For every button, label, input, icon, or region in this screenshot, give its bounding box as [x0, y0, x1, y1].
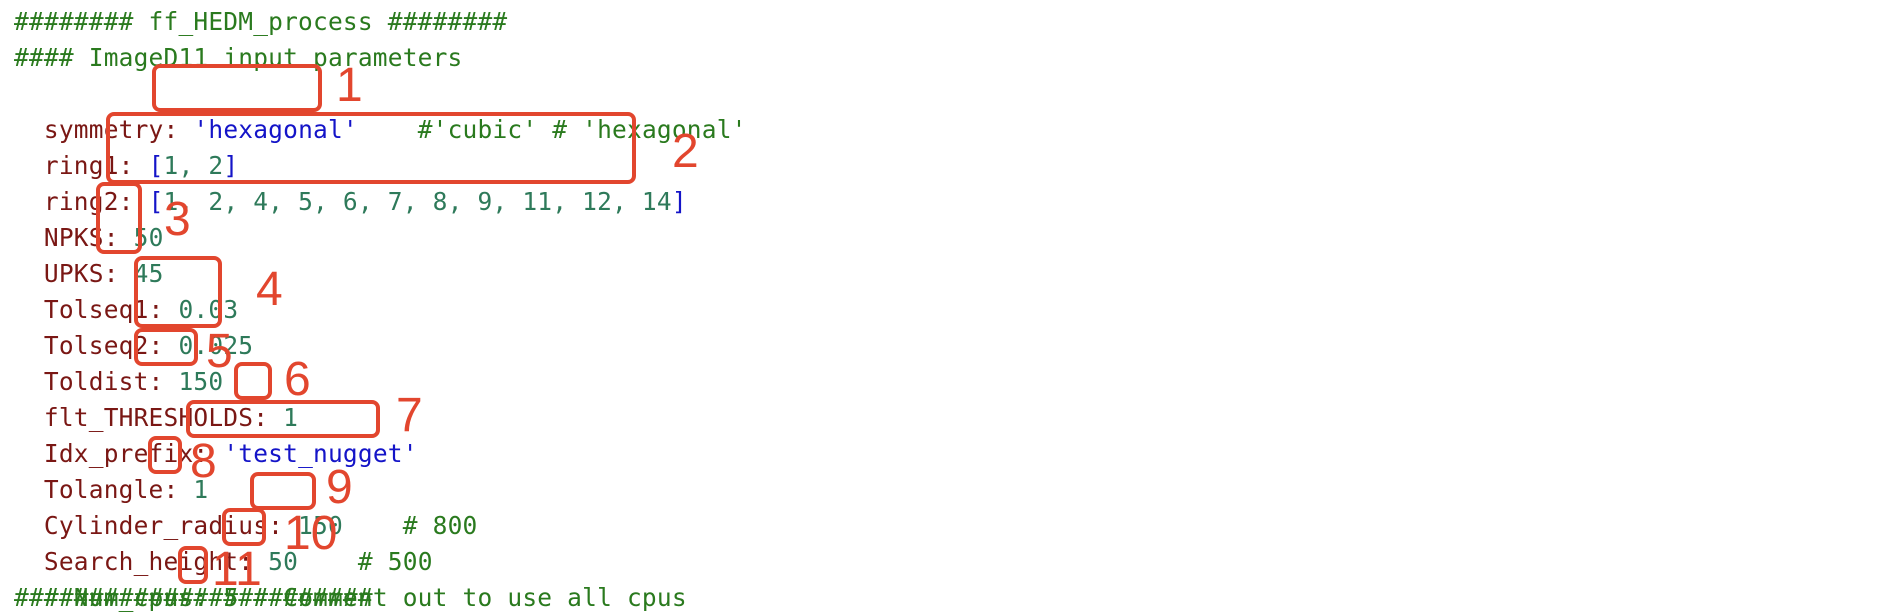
num-cpus-prefix: # Num_cpus: — [43, 583, 209, 612]
annotation-label-5: 5 — [206, 325, 233, 378]
flt-thresholds-line: flt_THRESHOLDS: 1 — [14, 364, 298, 432]
annotation-label-3: 3 — [164, 193, 191, 246]
tolseq2-key: Tolseq2: — [43, 331, 164, 360]
num-cpus-value: 5 — [223, 583, 239, 612]
annotation-label-2: 2 — [672, 125, 699, 178]
tolangle-value: 1 — [193, 475, 209, 504]
ring2-open-bracket: [ — [148, 187, 164, 216]
ring1-close-bracket: ] — [223, 151, 239, 180]
cylinder-radius-key: Cylinder_radius: — [43, 511, 284, 540]
tolseq1-value: 0.03 — [178, 295, 239, 324]
ring1-key: ring1: — [43, 151, 134, 180]
search-height-comment: # 500 — [357, 547, 433, 576]
annotation-box-5 — [134, 328, 198, 366]
annotation-label-10: 10 — [284, 507, 338, 560]
annotation-box-1 — [152, 64, 322, 112]
num-cpus-line: # Num_cpus: 5 # Comment out to use all c… — [14, 544, 687, 612]
upks-key: UPKS: — [43, 259, 119, 288]
ring2-close-bracket: ] — [671, 187, 687, 216]
tolseq2-line: Tolseq2: 0.025 — [14, 292, 253, 360]
idx-prefix-value: 'test_nugget' — [223, 439, 418, 468]
footer-comment-line: ######################## — [14, 583, 373, 612]
tolseq1-key: Tolseq1: — [43, 295, 164, 324]
annotation-box-3 — [96, 182, 142, 254]
toldist-line: Toldist: 150 — [14, 328, 223, 396]
annotation-label-8: 8 — [190, 435, 217, 488]
annotation-box-8 — [148, 436, 182, 474]
annotation-box-6 — [234, 362, 272, 400]
annotation-label-4: 4 — [256, 263, 283, 316]
ring1-items: 1, 2 — [163, 151, 224, 180]
toldist-value: 150 — [178, 367, 224, 396]
cylinder-radius-value: 150 — [298, 511, 343, 540]
annotation-box-11 — [178, 546, 208, 584]
annotation-box-9 — [250, 472, 316, 510]
title-comment-line: ######## ff_HEDM_process ######## — [14, 7, 508, 36]
tolangle-key: Tolangle: — [43, 475, 179, 504]
section-comment-line: #### ImageD11 input parameters — [14, 43, 463, 72]
tolangle-line: Tolangle: 1 — [14, 436, 208, 504]
annotation-label-7: 7 — [396, 389, 423, 442]
npks-key: NPKS: — [43, 223, 119, 252]
num-cpus-comment: # Comment out to use all cpus — [253, 583, 687, 612]
flt-thresholds-key: flt_THRESHOLDS: — [43, 403, 269, 432]
annotation-label-6: 6 — [284, 353, 311, 406]
symmetry-line: symmetry: 'hexagonal' #'cubic' # 'hexago… — [14, 76, 747, 144]
annotation-label-11: 11 — [212, 543, 262, 596]
cylinder-radius-comment: # 800 — [402, 511, 478, 540]
annotation-box-4 — [134, 256, 222, 328]
tolseq1-line: Tolseq1: 0.03 — [14, 256, 238, 324]
annotation-box-7 — [186, 400, 380, 438]
annotation-label-1: 1 — [336, 59, 363, 112]
annotation-box-2 — [106, 112, 636, 184]
ring1-open-bracket: [ — [148, 151, 164, 180]
flt-thresholds-value: 1 — [283, 403, 299, 432]
symmetry-comment: #'cubic' # 'hexagonal' — [417, 115, 747, 144]
ring1-line: ring1: [1, 2] — [14, 112, 238, 180]
ring2-key: ring2: — [43, 187, 134, 216]
symmetry-value: 'hexagonal' — [193, 115, 358, 144]
search-height-line: Search_height: 50 # 500 — [14, 508, 433, 576]
cylinder-radius-line: Cylinder_radius: 150 # 800 — [14, 472, 478, 540]
ring2-line: ring2: [1, 2, 4, 5, 6, 7, 8, 9, 11, 12, … — [14, 148, 687, 216]
upks-line: UPKS: 45 — [14, 220, 164, 288]
annotation-label-9: 9 — [326, 461, 353, 514]
search-height-key: Search_height: — [43, 547, 254, 576]
search-height-value: 50 — [268, 547, 299, 576]
toldist-key: Toldist: — [43, 367, 164, 396]
ring2-items: 1, 2, 4, 5, 6, 7, 8, 9, 11, 12, 14 — [163, 187, 672, 216]
annotation-box-10 — [222, 508, 266, 546]
